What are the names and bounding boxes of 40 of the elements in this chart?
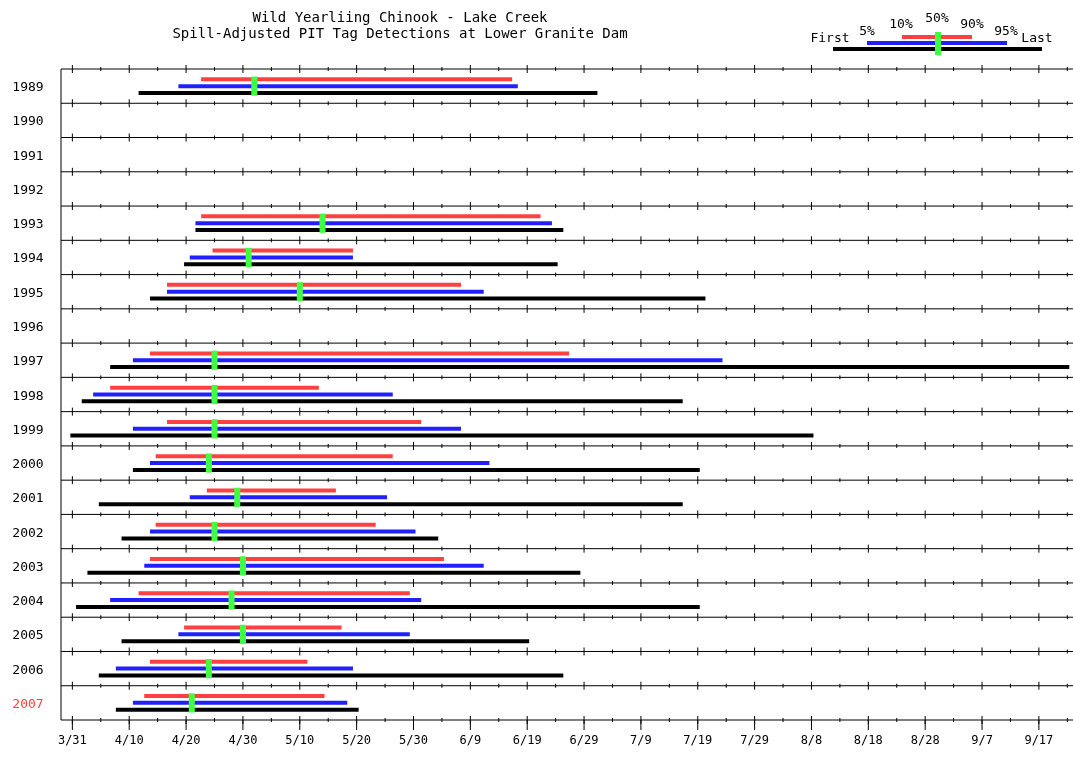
y-tick-label: 2006 <box>12 661 44 677</box>
x-tick-label: 7/9 <box>630 733 652 747</box>
y-tick-label: 1997 <box>12 353 44 369</box>
x-tick-label: 8/18 <box>853 733 883 747</box>
x-tick-label: 8/8 <box>800 733 823 747</box>
y-tick-label: 2004 <box>12 593 44 609</box>
x-tick-label: 3/31 <box>57 733 87 747</box>
x-tick-label: 4/20 <box>171 733 201 747</box>
range-key: First 5% 10% 50% 90% 95% Last <box>810 10 1053 55</box>
x-tick-label: 9/7 <box>971 733 993 747</box>
y-tick-label: 1998 <box>12 387 44 403</box>
y-tick-label: 1994 <box>12 250 44 266</box>
y-tick-label: 1995 <box>12 284 44 300</box>
x-tick-label: 8/28 <box>910 733 940 747</box>
x-tick-label: 6/9 <box>459 733 482 747</box>
y-tick-label: 1990 <box>12 113 44 129</box>
y-tick-label: 1992 <box>12 181 44 197</box>
x-tick-label: 6/19 <box>512 733 542 747</box>
y-tick-label: 2000 <box>12 456 44 472</box>
y-tick-label: 2002 <box>12 524 44 540</box>
y-tick-label: 2001 <box>12 490 44 506</box>
x-tick-label: 5/20 <box>342 733 372 747</box>
x-tick-label: 6/29 <box>569 733 599 747</box>
y-tick-label: 1999 <box>12 421 44 437</box>
x-tick-label: 5/10 <box>285 733 315 747</box>
y-tick-label: 1993 <box>12 216 44 232</box>
y-tick-label: 2007 <box>12 695 44 711</box>
x-tick-label: 5/30 <box>399 733 428 747</box>
y-tick-label: 2003 <box>12 558 44 574</box>
x-tick-label: 4/10 <box>114 733 144 747</box>
x-tick-label: 4/30 <box>228 733 258 747</box>
chart-title: Wild Yearliing Chinook - Lake Creek <box>252 9 549 25</box>
y-tick-label: 1996 <box>12 318 44 334</box>
x-tick-label: 9/17 <box>1024 733 1054 747</box>
y-tick-label: 2005 <box>12 627 44 643</box>
x-tick-label: 7/29 <box>740 733 770 747</box>
y-tick-label: 1991 <box>12 147 44 163</box>
chart-subtitle: Spill-Adjusted PIT Tag Detections at Lower Granite Dam <box>172 25 628 41</box>
y-tick-label: 1989 <box>12 79 44 95</box>
x-tick-label: 7/19 <box>683 733 713 747</box>
